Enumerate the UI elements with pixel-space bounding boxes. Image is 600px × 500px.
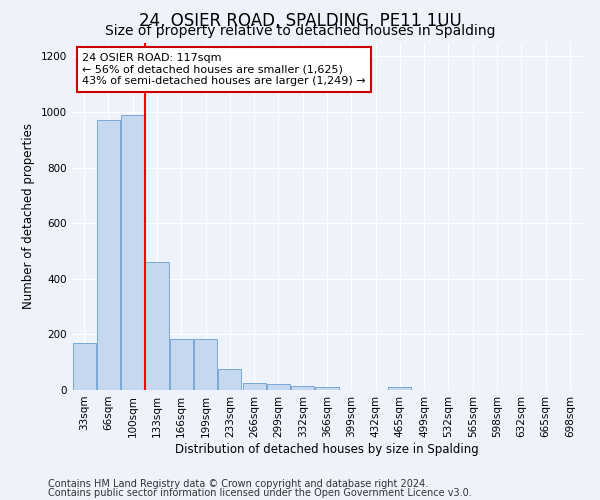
Bar [218, 369, 241, 390]
Text: Size of property relative to detached houses in Spalding: Size of property relative to detached ho… [105, 24, 495, 38]
X-axis label: Distribution of detached houses by size in Spalding: Distribution of detached houses by size … [175, 442, 479, 456]
Bar [388, 387, 412, 390]
Bar [242, 383, 266, 390]
Text: 24 OSIER ROAD: 117sqm
← 56% of detached houses are smaller (1,625)
43% of semi-d: 24 OSIER ROAD: 117sqm ← 56% of detached … [82, 53, 366, 86]
Bar [73, 342, 95, 390]
Bar [97, 120, 120, 390]
Text: Contains public sector information licensed under the Open Government Licence v3: Contains public sector information licen… [48, 488, 472, 498]
Bar [145, 262, 169, 390]
Y-axis label: Number of detached properties: Number of detached properties [22, 123, 35, 309]
Bar [121, 115, 144, 390]
Text: 24, OSIER ROAD, SPALDING, PE11 1UU: 24, OSIER ROAD, SPALDING, PE11 1UU [139, 12, 461, 30]
Bar [267, 384, 290, 390]
Text: Contains HM Land Registry data © Crown copyright and database right 2024.: Contains HM Land Registry data © Crown c… [48, 479, 428, 489]
Bar [316, 387, 338, 390]
Bar [170, 338, 193, 390]
Bar [291, 386, 314, 390]
Bar [194, 338, 217, 390]
